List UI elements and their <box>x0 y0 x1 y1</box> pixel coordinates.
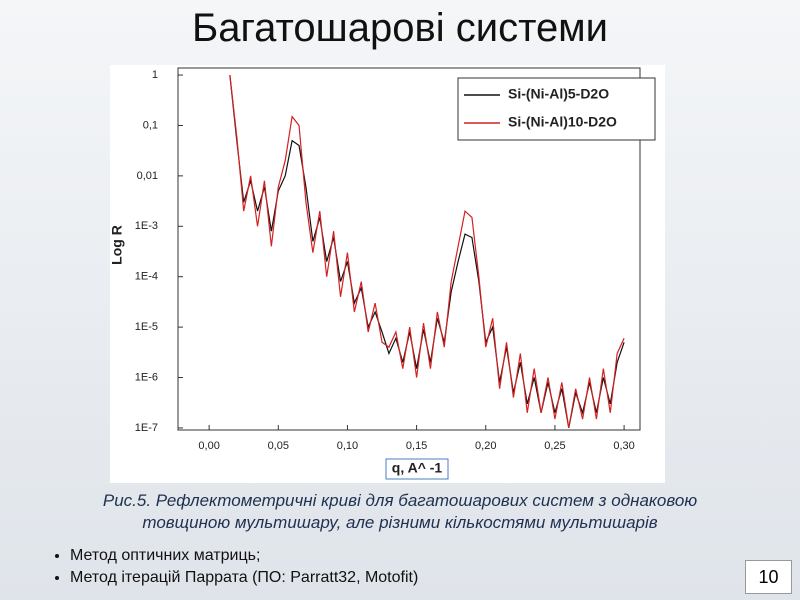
y-tick-label: 0,1 <box>143 119 158 131</box>
y-axis-label: Log R <box>109 225 125 265</box>
legend-label: Si-(Ni-Al)5-D2O <box>508 86 609 102</box>
bullet: Метод ітерацій Паррата (ПО: Parratt32, M… <box>70 567 418 589</box>
x-tick-label: 0,20 <box>475 440 496 452</box>
x-label-box <box>385 458 449 480</box>
legend-label: Si-(Ni-Al)10-D2O <box>508 114 617 130</box>
y-tick-label: 1E-4 <box>135 271 158 283</box>
data-line <box>229 74 625 429</box>
legend-box <box>457 77 656 141</box>
caption: Рис.5. Рефлектометричні криві для багато… <box>40 490 760 534</box>
x-tick-label: 0,10 <box>337 440 358 452</box>
x-tick-label: 0,30 <box>613 440 634 452</box>
bullet: Метод оптичних матриць; <box>70 545 418 567</box>
y-tick-label: 0,01 <box>137 170 158 182</box>
page-number: 10 <box>745 560 792 594</box>
y-tick-label: 1 <box>152 69 158 81</box>
x-axis-label: q, A^ -1 <box>392 460 443 476</box>
slide-title: Багатошарові системи <box>191 6 609 50</box>
y-tick-label: 1E-3 <box>135 220 158 232</box>
x-tick-label: 0,00 <box>198 440 219 452</box>
x-tick-label: 0,25 <box>544 440 565 452</box>
plot-frame <box>177 67 641 431</box>
y-tick-label: 1E-6 <box>135 371 158 383</box>
x-tick-label: 0,15 <box>406 440 427 452</box>
bullet-list: Метод оптичних матриць; Метод ітерацій П… <box>50 545 418 589</box>
x-tick-label: 0,05 <box>268 440 289 452</box>
caption-line: товщиною мультишару, але різними кількос… <box>142 513 658 532</box>
caption-line: Рис.5. Рефлектометричні криві для багато… <box>102 491 698 510</box>
y-tick-label: 1E-7 <box>135 422 158 434</box>
y-tick-label: 1E-5 <box>135 321 158 333</box>
